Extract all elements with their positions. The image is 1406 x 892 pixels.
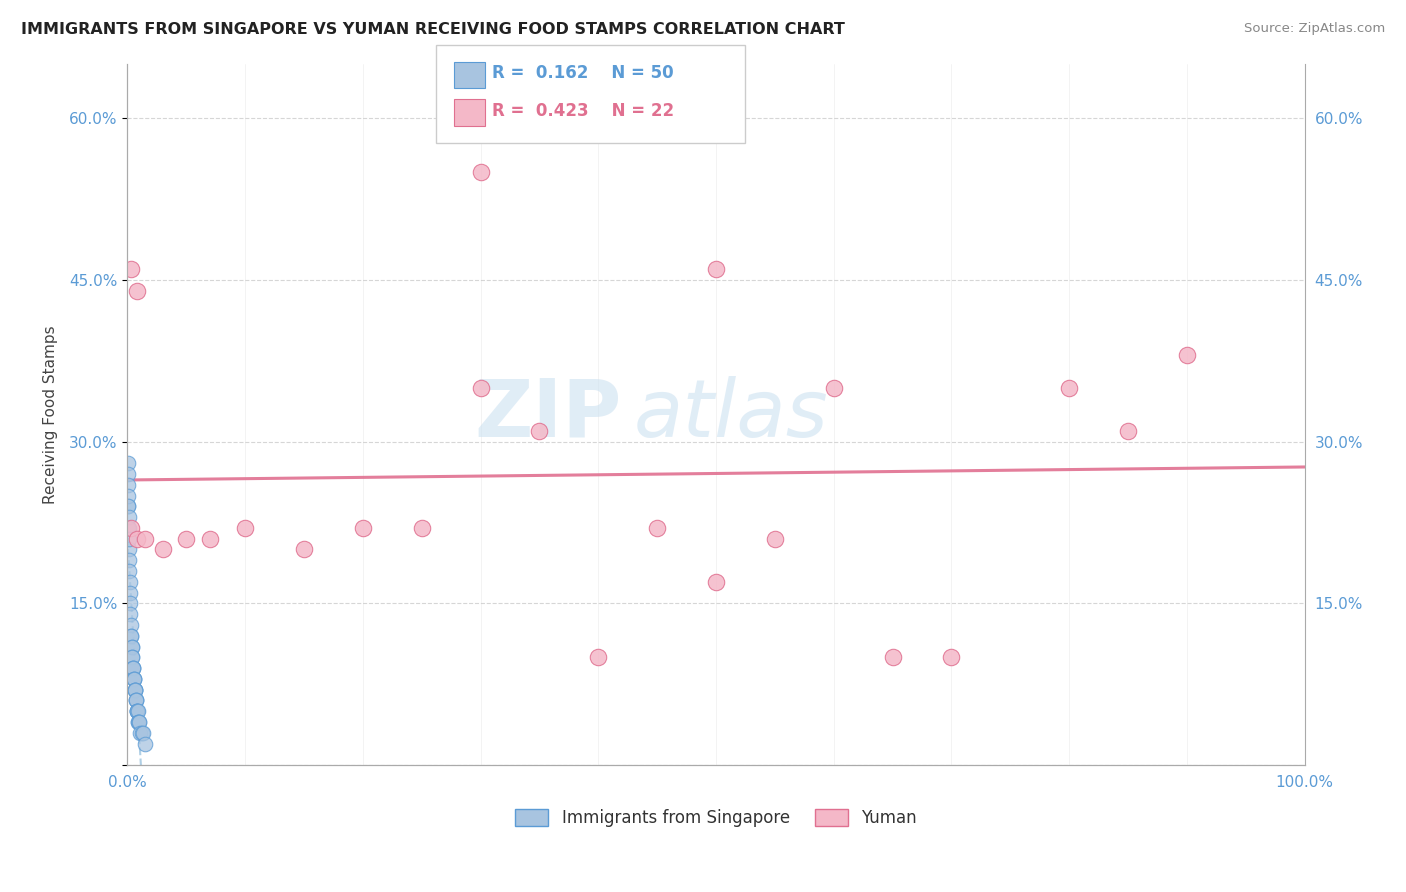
- Point: [121, 661, 143, 675]
- Point: [124, 682, 146, 697]
- Point: [125, 693, 148, 707]
- Point: [122, 672, 145, 686]
- Point: [132, 726, 155, 740]
- Point: [117, 489, 139, 503]
- Point: [704, 574, 727, 589]
- Point: [117, 467, 139, 481]
- Point: [120, 629, 142, 643]
- Point: [117, 542, 139, 557]
- Point: [117, 500, 139, 514]
- Point: [121, 640, 143, 654]
- Point: [125, 284, 148, 298]
- Point: [118, 521, 141, 535]
- Point: [121, 640, 143, 654]
- Y-axis label: Receiving Food Stamps: Receiving Food Stamps: [44, 326, 58, 504]
- Point: [134, 737, 156, 751]
- Point: [122, 672, 145, 686]
- Point: [120, 521, 142, 535]
- Point: [122, 661, 145, 675]
- Point: [118, 564, 141, 578]
- Point: [121, 650, 143, 665]
- Point: [882, 650, 904, 665]
- Point: [127, 704, 149, 718]
- Point: [352, 521, 374, 535]
- Point: [152, 542, 174, 557]
- Point: [120, 607, 142, 622]
- Point: [127, 714, 149, 729]
- Point: [120, 262, 142, 277]
- Point: [470, 165, 492, 179]
- Point: [292, 542, 315, 557]
- Point: [117, 510, 139, 524]
- Point: [941, 650, 963, 665]
- Point: [124, 682, 146, 697]
- Point: [125, 693, 148, 707]
- Point: [124, 682, 146, 697]
- Point: [128, 714, 150, 729]
- Point: [176, 532, 198, 546]
- Point: [118, 596, 141, 610]
- Point: [127, 714, 149, 729]
- Point: [411, 521, 433, 535]
- Point: [1175, 348, 1198, 362]
- Point: [1057, 381, 1080, 395]
- Point: [125, 693, 148, 707]
- Point: [127, 704, 149, 718]
- Point: [118, 574, 141, 589]
- Point: [588, 650, 610, 665]
- Point: [125, 704, 148, 718]
- Point: [470, 381, 492, 395]
- Point: [134, 532, 156, 546]
- Point: [129, 726, 152, 740]
- Text: IMMIGRANTS FROM SINGAPORE VS YUMAN RECEIVING FOOD STAMPS CORRELATION CHART: IMMIGRANTS FROM SINGAPORE VS YUMAN RECEI…: [21, 22, 845, 37]
- Point: [118, 553, 141, 567]
- Point: [117, 521, 139, 535]
- Point: [121, 650, 143, 665]
- Point: [120, 629, 142, 643]
- Point: [704, 262, 727, 277]
- Point: [198, 532, 221, 546]
- Point: [128, 714, 150, 729]
- Point: [118, 532, 141, 546]
- Text: ZIP: ZIP: [475, 376, 621, 454]
- Point: [823, 381, 845, 395]
- Point: [529, 424, 551, 438]
- Text: atlas: atlas: [634, 376, 828, 454]
- Point: [117, 500, 139, 514]
- Point: [233, 521, 256, 535]
- Point: [122, 661, 145, 675]
- Text: R =  0.423    N = 22: R = 0.423 N = 22: [492, 102, 675, 120]
- Text: Source: ZipAtlas.com: Source: ZipAtlas.com: [1244, 22, 1385, 36]
- Legend: Immigrants from Singapore, Yuman: Immigrants from Singapore, Yuman: [509, 803, 924, 834]
- Point: [645, 521, 668, 535]
- Point: [124, 682, 146, 697]
- Point: [125, 704, 148, 718]
- Point: [118, 585, 141, 599]
- Point: [763, 532, 786, 546]
- Point: [117, 477, 139, 491]
- Point: [1116, 424, 1139, 438]
- Point: [117, 456, 139, 470]
- Point: [120, 618, 142, 632]
- Point: [131, 726, 153, 740]
- Point: [124, 672, 146, 686]
- Text: R =  0.162    N = 50: R = 0.162 N = 50: [492, 64, 673, 82]
- Point: [125, 532, 148, 546]
- Point: [127, 704, 149, 718]
